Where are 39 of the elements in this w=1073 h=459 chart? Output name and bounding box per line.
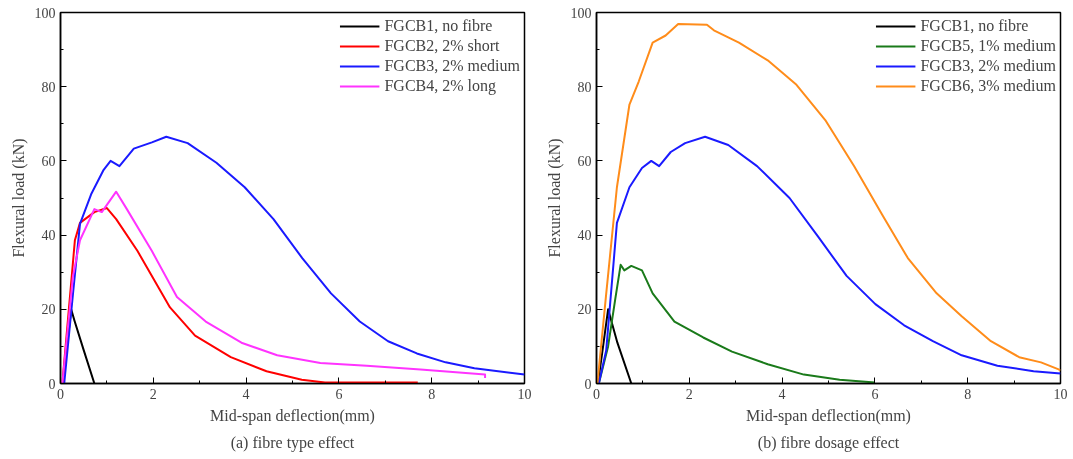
y-tick-label: 0 <box>48 376 56 392</box>
legend-label: FGCB1, no fibre <box>920 17 1029 35</box>
line-series <box>597 263 876 384</box>
x-tick-label: 6 <box>871 386 879 402</box>
legend-label: FGCB5, 1% medium <box>920 37 1056 55</box>
y-axis-title: Flexural load (kN) <box>9 138 28 258</box>
y-tick-label: 100 <box>34 5 56 21</box>
y-tick-label: 60 <box>577 153 592 169</box>
text: (b) fibre dosage effect <box>757 433 900 452</box>
x-tick-label: 2 <box>149 386 157 402</box>
x-axis-title: Mid-span deflection(mm) <box>210 406 375 425</box>
x-tick-label: 8 <box>964 386 972 402</box>
line-series <box>61 190 487 384</box>
x-axis-title: Mid-span deflection(mm) <box>746 406 911 425</box>
legend-label: FGCB2, 2% short <box>384 37 500 55</box>
legend-label: FGCB3, 2% medium <box>920 57 1056 75</box>
y-tick-label: 40 <box>577 228 592 244</box>
legend-label: FGCB4, 2% long <box>384 77 497 95</box>
line-series <box>61 207 419 384</box>
text: (a) fibre type effect <box>230 433 355 452</box>
y-tick-label: 40 <box>41 228 56 244</box>
y-axis-title: Flexural load (kN) <box>545 138 564 258</box>
x-tick-label: 10 <box>1053 386 1068 402</box>
y-tick-label: 80 <box>41 79 56 95</box>
x-tick-label: 6 <box>335 386 343 402</box>
x-tick-label: 8 <box>428 386 436 402</box>
legend-label: FGCB1, no fibre <box>384 17 493 35</box>
x-tick-label: 10 <box>517 386 532 402</box>
y-tick-label: 0 <box>584 376 592 392</box>
y-tick-label: 20 <box>577 302 592 318</box>
y-tick-label: 80 <box>577 79 592 95</box>
x-tick-label: 4 <box>242 386 250 402</box>
legend-label: FGCB3, 2% medium <box>384 57 520 75</box>
y-tick-label: 60 <box>41 153 56 169</box>
y-tick-label: 20 <box>41 302 56 318</box>
x-tick-label: 4 <box>778 386 786 402</box>
legend-label: FGCB6, 3% medium <box>920 77 1056 95</box>
y-tick-label: 100 <box>570 5 592 21</box>
x-tick-label: 2 <box>685 386 693 402</box>
